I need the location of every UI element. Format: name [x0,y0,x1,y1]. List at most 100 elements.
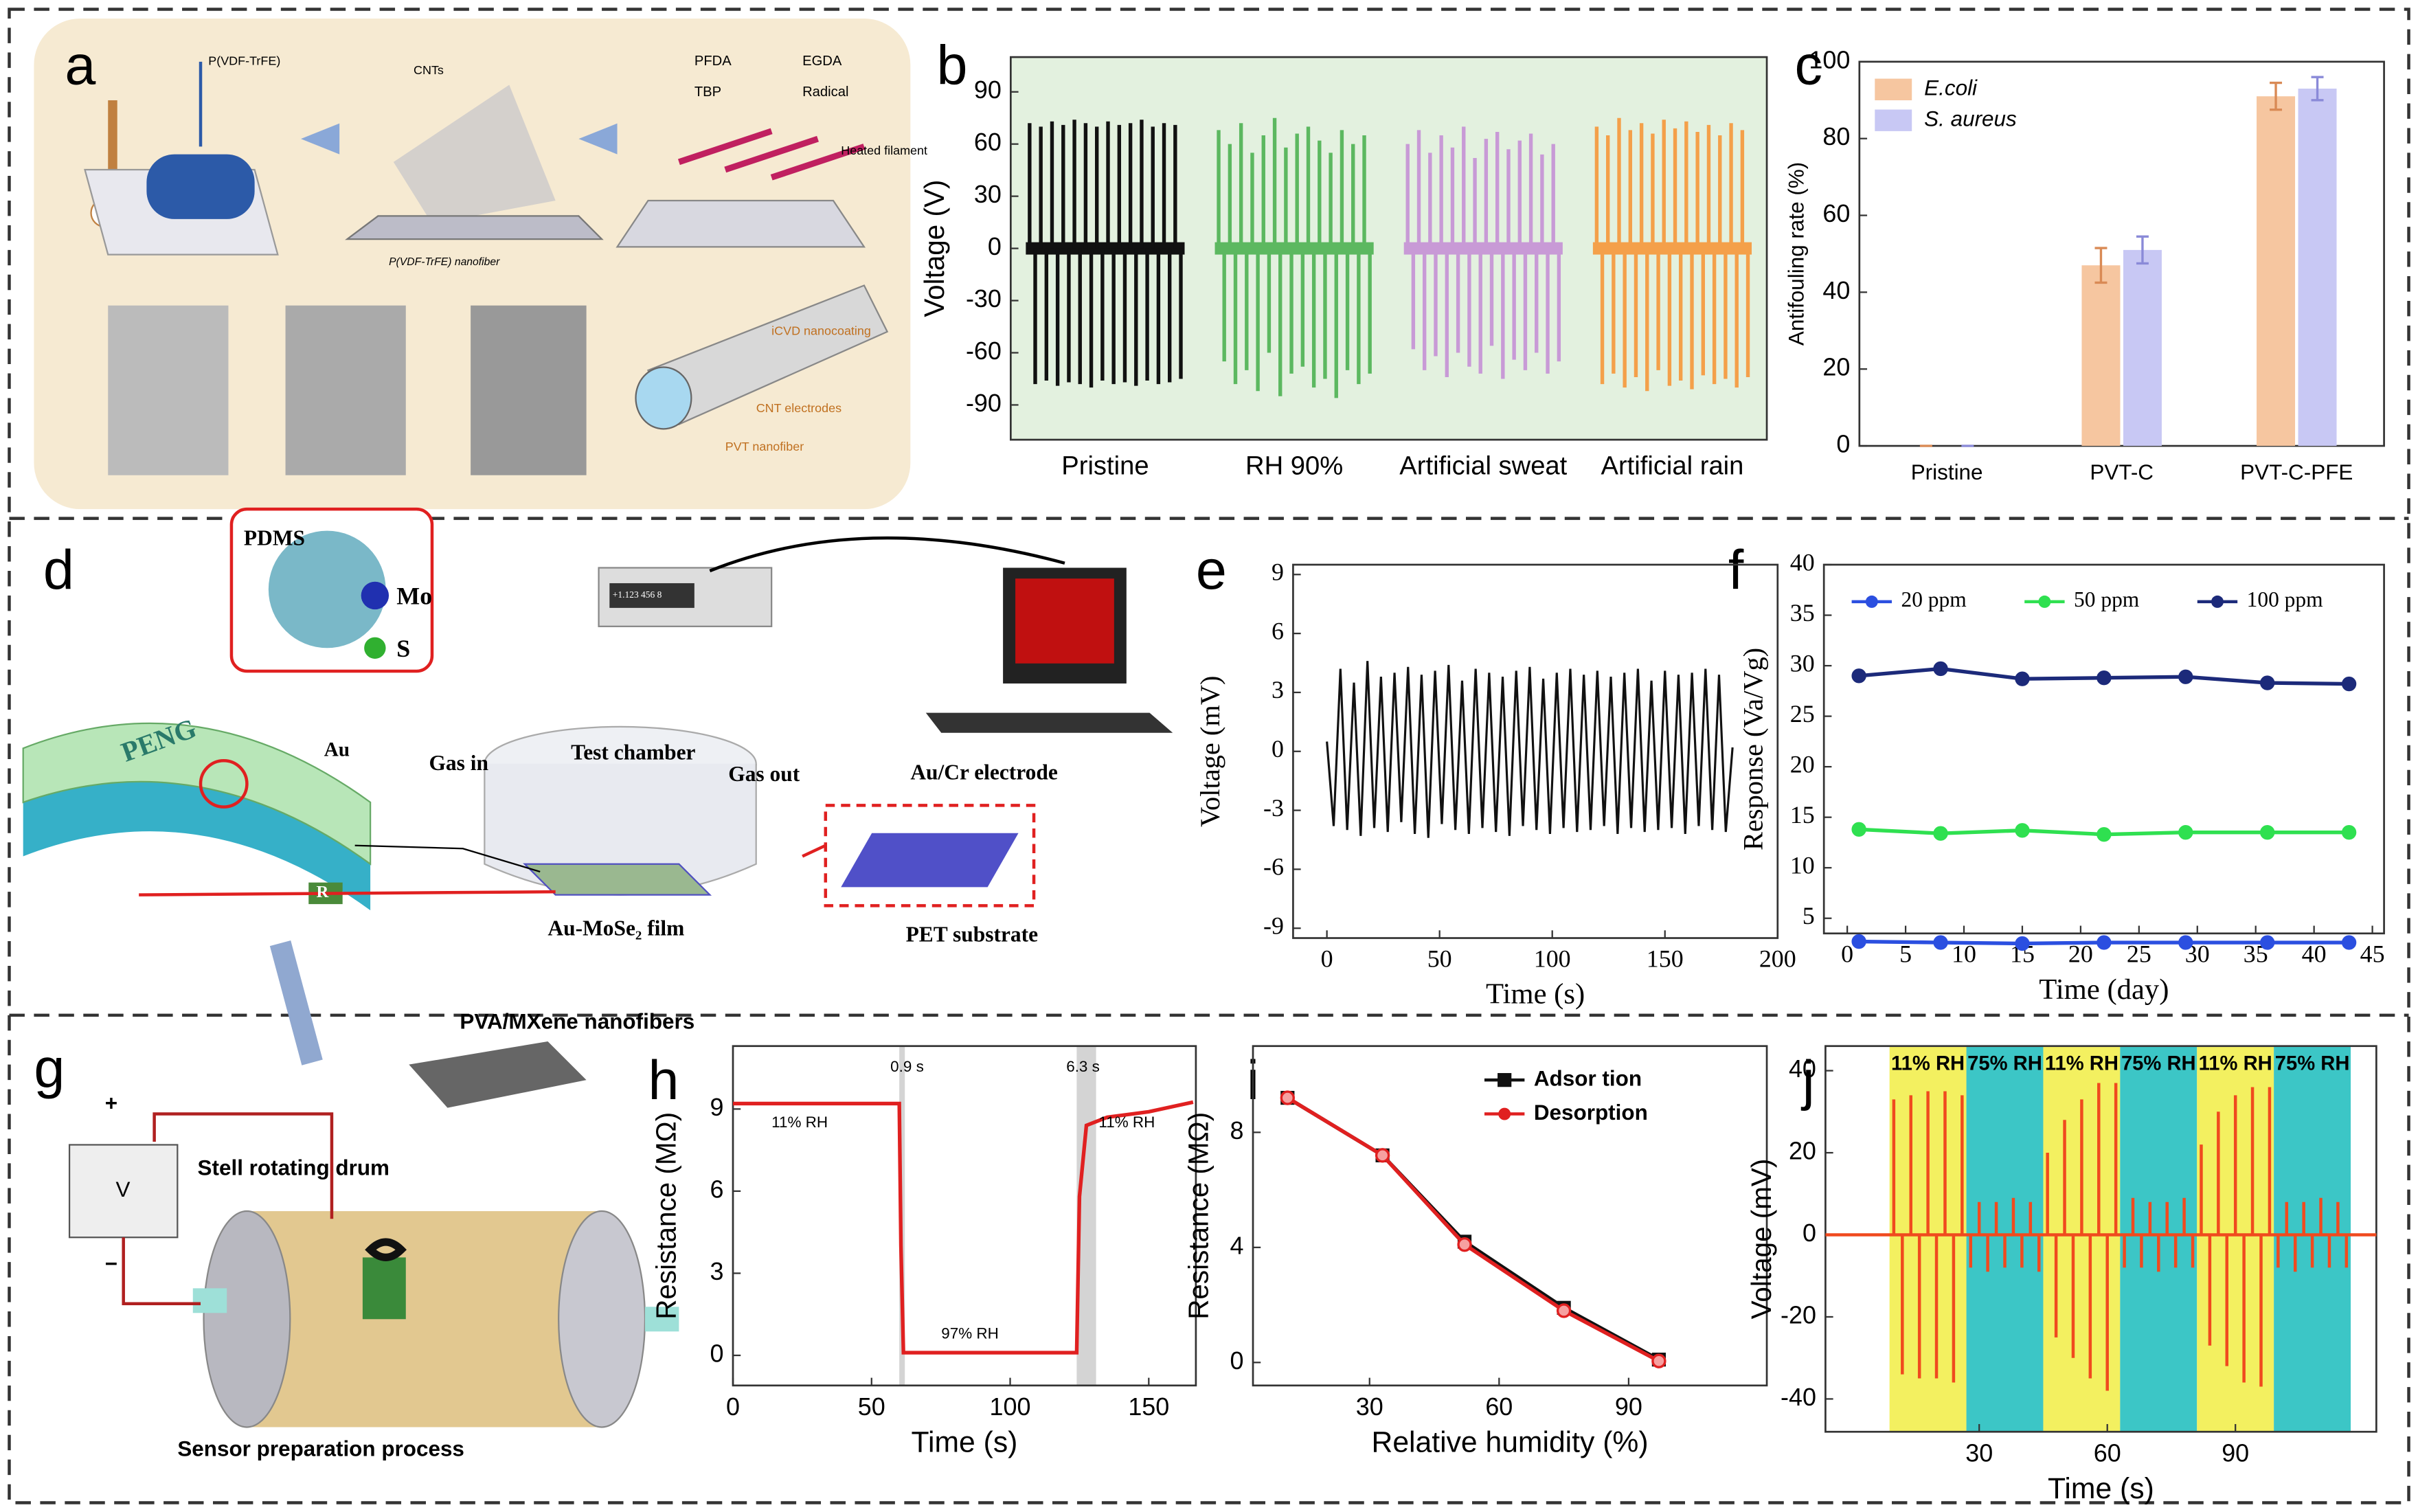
marker [1851,822,1866,837]
x-tick-label: 5 [1899,940,1912,968]
bar [2123,249,2162,447]
x-tick-label: 0 [1321,945,1333,972]
x-tick-label: 100 [1534,945,1571,972]
x-tick-label: 20 [2068,940,2093,968]
y-tick-label: 6 [710,1175,724,1203]
y-tick-label: 90 [974,76,1002,104]
category-label: Pristine [1911,460,1983,484]
y-tick-label: -3 [1263,794,1284,822]
error-bar [2136,235,2149,265]
filaments [677,128,866,181]
y-tick-label: 9 [1272,558,1284,586]
marker [1457,1237,1472,1252]
label: iCVD nanocoating [771,324,871,338]
legend-swatch [1875,78,1912,100]
label: Mo [396,583,432,610]
band-label: 75% RH [2121,1052,2196,1074]
marker [2097,670,2112,686]
category-label: RH 90% [1245,451,1343,481]
label: PET [302,646,341,668]
label: Au-MoSe₂ film [547,916,684,940]
axes-frame [1822,563,2385,935]
x-tick-label: 200 [1759,945,1796,972]
label: Heated filament [841,144,927,157]
category-label: PVT-C [2090,460,2154,484]
label: R [316,883,329,901]
shaft [644,1307,679,1332]
y-tick-label: 0 [1272,735,1284,763]
y-tick-label: 9 [710,1093,724,1121]
x-tick-label: 90 [1615,1392,1642,1421]
annotation: 6.3 s [1066,1058,1100,1075]
y-tick-label: 30 [1790,649,1815,677]
y-tick-label: 40 [1822,276,1850,304]
y-tick-label: 30 [974,180,1002,208]
category-label: Artificial sweat [1399,451,1567,481]
y-tick-label: 10 [1790,851,1815,879]
label: V [115,1177,130,1201]
chart: -90 -60 -30 0 30 60 90 Pristine RH 90% Artificial… [918,56,1768,481]
x-tick-label: 0 [726,1392,740,1421]
y-tick-label: 20 [1822,353,1850,381]
marker [2097,826,2112,842]
panel-label: h [648,1050,679,1112]
nanofiber-mat [345,215,604,240]
syringe [269,940,323,1065]
y-tick-label: 60 [974,128,1002,156]
chart: 0 3 6 9 0 50 100 150 Resistance (MΩ) Time (s) 0.9 … [650,1045,1197,1458]
panel-label: a [65,34,95,96]
marker [1375,1148,1390,1163]
marker [2260,675,2275,690]
panel-label: c [1794,34,1822,96]
legend-label: S. aureus [1924,106,2017,131]
annotation: 0.9 s [890,1058,924,1075]
axes-frame [1824,1045,2377,1433]
meter-display: +1.123 456 8 [613,589,662,600]
keyboard [925,712,1173,733]
series-line [733,1100,1194,1355]
legend-label: 20 ppm [1901,587,1966,611]
y-tick-label: 35 [1790,599,1815,627]
label: PVA/MXene nanofibers [460,1009,694,1033]
panel-d: PDMS Mo S PET PENG Au Au R Gas in Test c… [22,507,1173,946]
y-axis-label: Response (Va/Vg) [1738,648,1769,850]
legend-marker [2038,595,2051,608]
y-axis-label: Resistance (MΩ) [650,1112,681,1320]
marker [1933,935,1948,950]
marker [1556,1303,1572,1318]
label: Au/Cr electrode [910,760,1058,785]
annotation: 11% RH [771,1114,828,1131]
marker [2015,671,2030,686]
label: PFDA [694,54,732,69]
spring [365,1238,407,1261]
marker [1933,826,1948,841]
drum [146,154,255,219]
x-tick-label: 45 [2360,940,2385,968]
inset-circle [268,530,386,648]
y-tick-label: 0 [1836,430,1850,458]
axes-frame [1858,60,2385,447]
marker [2341,825,2357,840]
bar [2298,88,2337,447]
panel-g: PVA/MXene nanofibers + − V Stell rotatin… [68,940,694,1460]
cable [709,536,1065,573]
y-tick-label: 20 [1790,750,1815,778]
y-tick-label: -40 [1781,1383,1816,1411]
marker [2178,669,2193,684]
baseline [1592,242,1752,255]
x-tick-label: 30 [1965,1438,1993,1467]
fiber-end [635,366,692,430]
y-tick-label: 0 [988,232,1002,260]
annotation: 11% RH [1098,1114,1155,1131]
label: CNT electrodes [756,401,841,415]
label: TBP [694,84,721,100]
band-label: 11% RH [2045,1052,2118,1074]
x-tick-label: 150 [1128,1392,1169,1421]
y-axis-label: Voltage (mV) [1195,676,1225,827]
axes-frame [1252,1045,1768,1387]
category-label: Pristine [1061,451,1149,481]
bar [2257,96,2296,447]
label: Radical [802,84,848,100]
x-tick-label: 60 [1485,1392,1513,1421]
